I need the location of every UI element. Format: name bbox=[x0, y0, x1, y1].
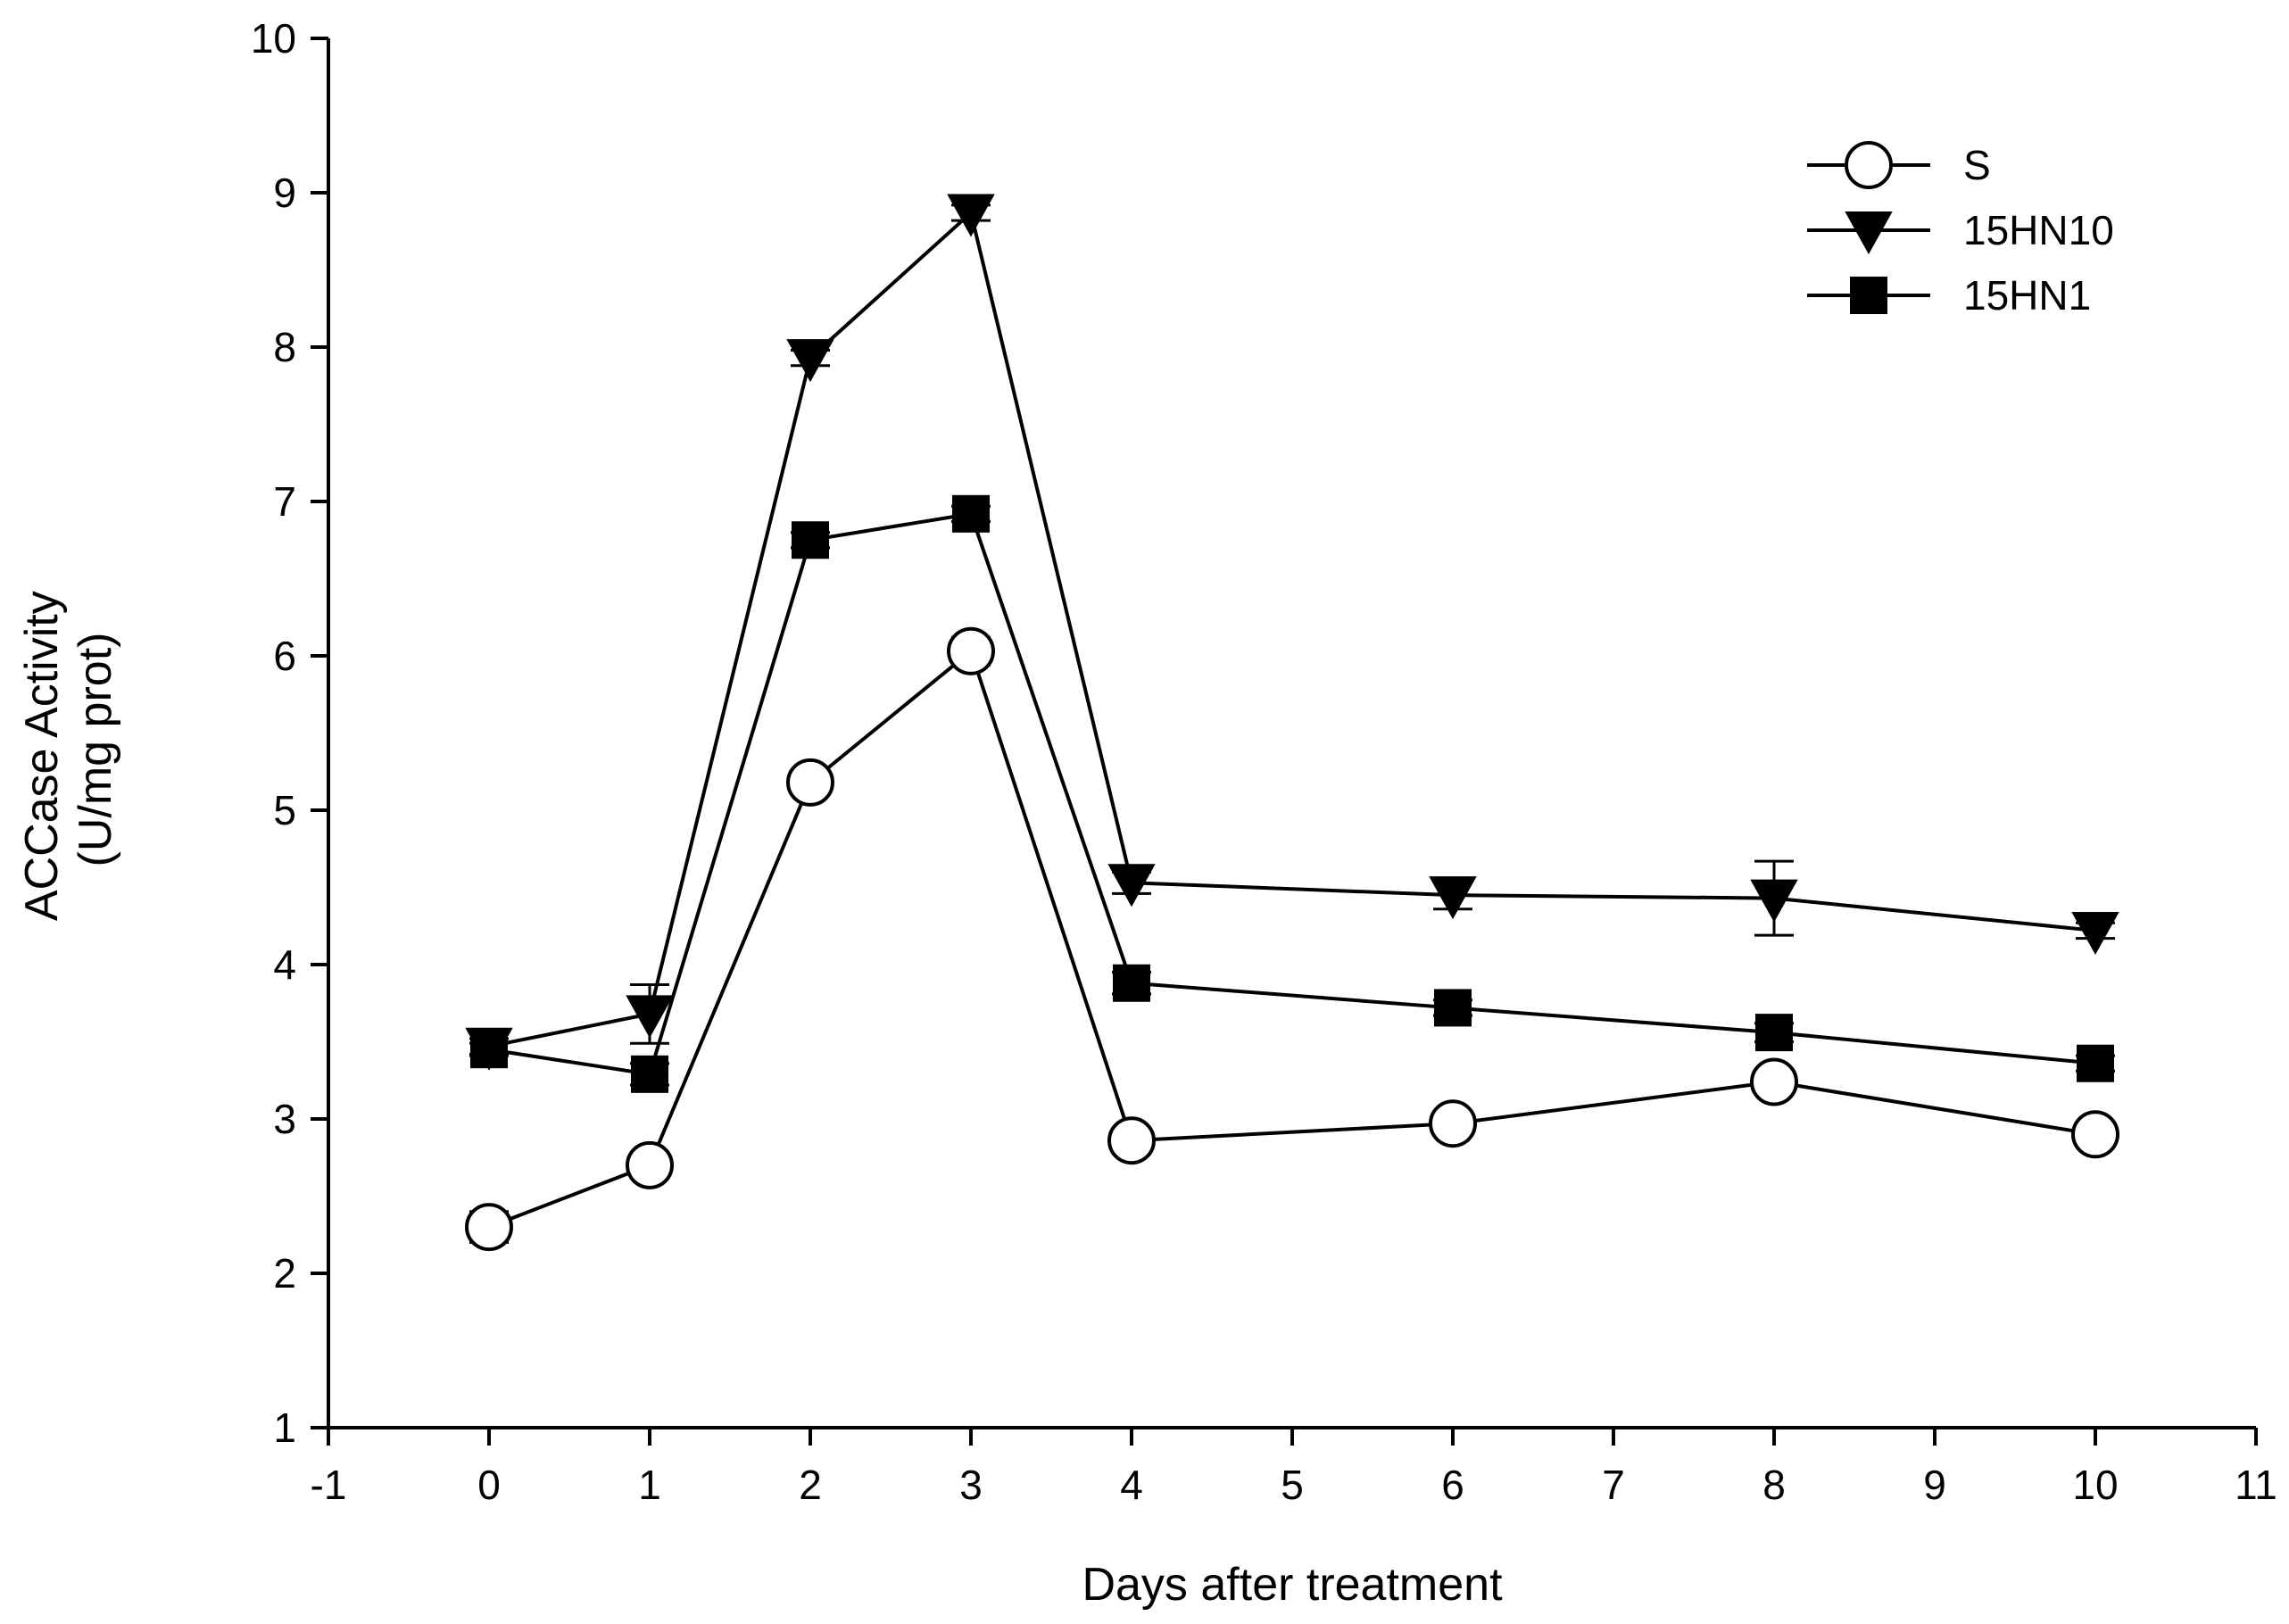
y-tick-label: 5 bbox=[273, 787, 296, 833]
data-point-15hn10 bbox=[1107, 864, 1156, 907]
data-point-15hn10 bbox=[1429, 876, 1477, 920]
y-axis-title-line-1: ACCase Activity bbox=[16, 591, 68, 921]
x-tick-label: 0 bbox=[477, 1462, 501, 1508]
data-point-15hn10 bbox=[2071, 911, 2119, 955]
series-line-15hn10 bbox=[488, 209, 2096, 1048]
y-tick-label: 4 bbox=[273, 941, 296, 988]
data-point-15hn1 bbox=[631, 1055, 668, 1093]
series-markers bbox=[465, 194, 2119, 1252]
x-tick-label: 3 bbox=[959, 1462, 983, 1508]
data-point-15hn10 bbox=[1750, 879, 1798, 923]
x-tick-label: 7 bbox=[1602, 1462, 1625, 1508]
x-tick-label: -1 bbox=[311, 1462, 347, 1508]
data-point-15hn1 bbox=[792, 521, 829, 559]
x-tick-label: 5 bbox=[1281, 1462, 1304, 1508]
y-tick-label: 8 bbox=[273, 324, 296, 370]
data-point-15hn1 bbox=[1434, 989, 1472, 1027]
data-point-s bbox=[947, 626, 995, 675]
data-point-s bbox=[786, 758, 834, 807]
data-point-15hn10 bbox=[786, 339, 834, 383]
legend-marker-s bbox=[1845, 141, 1893, 189]
x-tick-label: 1 bbox=[638, 1462, 661, 1508]
y-axis-title: ACCase Activity (U/mg prot) bbox=[16, 578, 121, 921]
y-tick-label: 10 bbox=[251, 15, 296, 62]
data-point-15hn10 bbox=[626, 995, 674, 1039]
y-tick-label: 3 bbox=[273, 1096, 296, 1142]
x-tick-label: 11 bbox=[2235, 1462, 2277, 1508]
x-tick-label: 9 bbox=[1923, 1462, 1946, 1508]
data-point-s bbox=[2071, 1110, 2119, 1159]
data-point-15hn1 bbox=[1113, 964, 1150, 1002]
error-bars bbox=[469, 203, 2115, 1244]
axes: 1 2 3 4 5 6 7 8 9 10 -1 0 1 2 3 4 5 6 7 8 9 10 11 bbox=[251, 15, 2277, 1508]
legend-label-s: S bbox=[1963, 142, 1991, 188]
y-tick-label: 1 bbox=[273, 1404, 296, 1451]
data-point-15hn1 bbox=[952, 494, 990, 533]
y-axis-title-line-2: (U/mg prot) bbox=[70, 633, 121, 867]
data-point-s bbox=[1107, 1116, 1156, 1165]
data-point-15hn10 bbox=[947, 194, 995, 237]
x-tick-label: 2 bbox=[799, 1462, 822, 1508]
x-tick-label: 4 bbox=[1120, 1462, 1143, 1508]
legend-label-15hn10: 15HN10 bbox=[1963, 207, 2114, 253]
y-tick-label: 2 bbox=[273, 1250, 296, 1297]
legend-label-15hn1: 15HN1 bbox=[1963, 272, 2091, 319]
x-tick-label: 8 bbox=[1762, 1462, 1786, 1508]
data-point-15hn1 bbox=[470, 1031, 508, 1069]
data-point-s bbox=[1750, 1057, 1798, 1106]
data-point-s bbox=[465, 1203, 513, 1252]
data-point-15hn1 bbox=[1755, 1014, 1793, 1052]
x-axis-title: Days after treatment bbox=[1082, 1559, 1503, 1611]
x-tick-label: 10 bbox=[2072, 1462, 2118, 1508]
y-tick-label: 9 bbox=[273, 170, 296, 216]
series-lines bbox=[488, 209, 2096, 1229]
y-tick-label: 7 bbox=[273, 478, 296, 525]
legend-marker-15hn1 bbox=[1850, 277, 1887, 314]
data-point-s bbox=[626, 1140, 674, 1189]
series-line-s bbox=[488, 648, 2096, 1229]
y-tick-label: 6 bbox=[273, 633, 296, 679]
data-point-15hn1 bbox=[2077, 1044, 2114, 1082]
legend: S 15HN10 15HN1 bbox=[1807, 141, 2114, 319]
legend-marker-15hn10 bbox=[1845, 211, 1893, 255]
data-point-s bbox=[1429, 1099, 1477, 1148]
series-line-15hn1 bbox=[488, 511, 2096, 1077]
x-tick-label: 6 bbox=[1441, 1462, 1464, 1508]
